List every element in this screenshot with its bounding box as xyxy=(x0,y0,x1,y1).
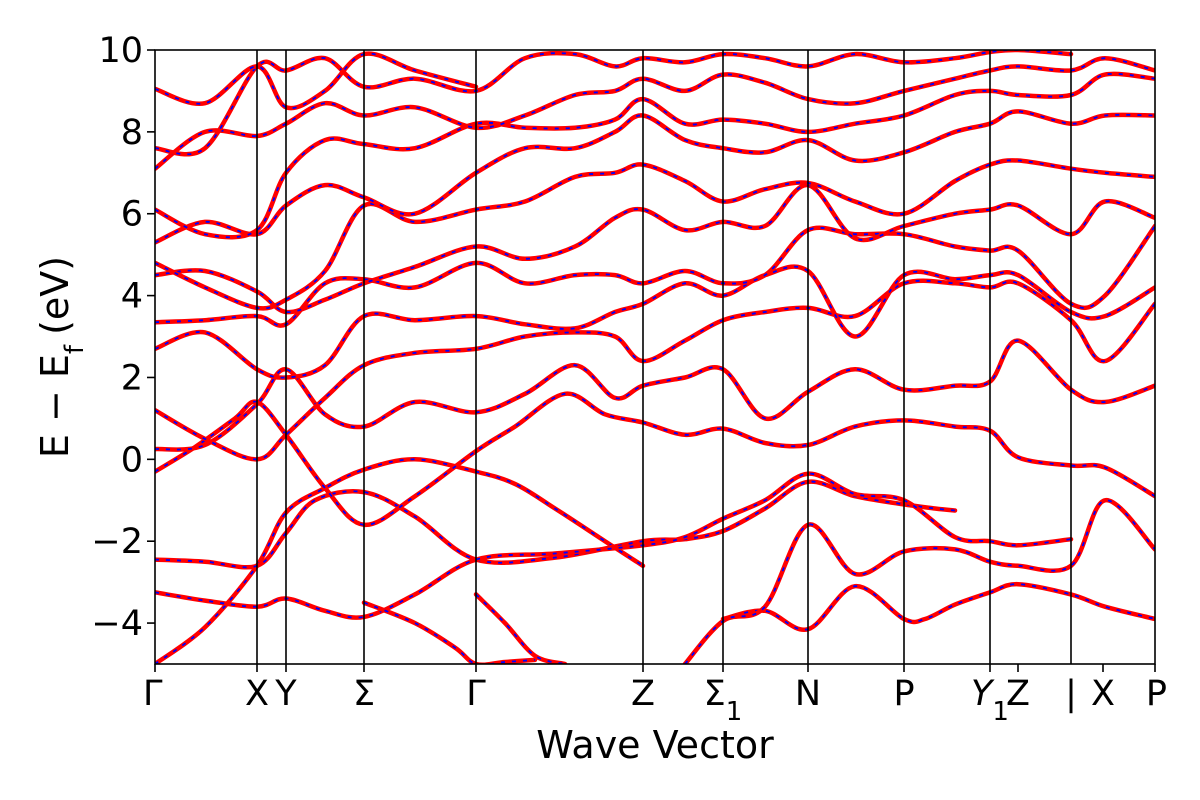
band-b6 xyxy=(720,581,1155,632)
y-tick-label: 4 xyxy=(121,277,143,317)
band-b4 xyxy=(361,600,538,664)
band-overlay-b17 xyxy=(155,57,1155,170)
band-line-b3 xyxy=(155,471,1074,620)
band-line-b18 xyxy=(155,50,1074,157)
band-overlay-b14 xyxy=(155,159,1155,310)
x-tick-label: Z xyxy=(631,674,655,714)
band-overlay-b7 xyxy=(684,499,1155,664)
x-axis-label: Wave Vector xyxy=(536,723,774,767)
band-b15 xyxy=(155,109,1155,245)
band-line-b1 xyxy=(155,457,646,664)
band-overlay-b11 xyxy=(155,265,1155,379)
band-overlay-b15 xyxy=(155,110,1155,244)
band-b19 xyxy=(155,51,479,111)
band-overlay-b6 xyxy=(722,583,1155,631)
band-overlay-b12 xyxy=(155,225,1155,327)
band-overlay-b1 xyxy=(155,458,644,664)
y-axis-ticks: −4 −2 0 2 4 6 8 10 xyxy=(91,31,155,644)
band-b17 xyxy=(155,55,1155,171)
plot-frame xyxy=(154,49,1156,665)
x-tick-label: N xyxy=(795,674,821,714)
band-line-b7 xyxy=(682,498,1155,664)
x-tick-label: | xyxy=(1065,674,1077,714)
y-axis-label-subscript: f xyxy=(60,344,90,354)
band-line-b13 xyxy=(155,182,1155,315)
x-tick-label: P xyxy=(1146,674,1167,714)
y-tick-label: 10 xyxy=(98,31,143,71)
band-overlay-b19 xyxy=(155,52,477,110)
y-axis-label: E − Ef (eV) xyxy=(33,256,90,458)
y-tick-label: 0 xyxy=(121,440,143,480)
y-tick-label: −2 xyxy=(91,522,143,562)
band-overlay-b16 xyxy=(155,73,1155,239)
x-tick-label: X xyxy=(245,674,269,714)
x-tick-label: Y1 xyxy=(971,674,1009,727)
band-b14 xyxy=(155,158,1155,311)
bands-layer xyxy=(155,50,1155,664)
band-b16 xyxy=(155,71,1155,240)
x-tick-label: Y xyxy=(274,674,297,714)
band-line-b10 xyxy=(155,278,1155,462)
x-tick-label: Z xyxy=(1006,674,1030,714)
y-tick-label: 8 xyxy=(121,113,143,153)
x-axis-ticks: Γ X Y Σ Γ Z Σ1 N P Y1Z | X P xyxy=(143,664,1167,727)
band-b11 xyxy=(155,264,1155,380)
y-axis-label-main: E − E xyxy=(33,354,77,458)
x-tick-label: P xyxy=(893,674,914,714)
x-tick-label: Γ xyxy=(143,674,163,714)
y-tick-label: 6 xyxy=(121,195,143,235)
band-b13 xyxy=(155,182,1155,315)
y-tick-label: 2 xyxy=(121,358,143,398)
y-axis-label-unit: (eV) xyxy=(33,256,77,335)
band-line-b5 xyxy=(473,592,568,664)
band-b3 xyxy=(155,471,1074,620)
band-line-b15 xyxy=(155,109,1155,245)
band-b18 xyxy=(155,50,1074,157)
band-line-b14 xyxy=(155,158,1155,311)
band-line-b12 xyxy=(155,223,1155,328)
x-tick-label: X xyxy=(1091,674,1115,714)
y-tick-label: −4 xyxy=(91,604,143,644)
x-tick-label: Γ xyxy=(466,674,486,714)
x-tick-label: Σ1 xyxy=(704,674,743,727)
band-b12 xyxy=(155,223,1155,328)
band-b5 xyxy=(473,592,568,664)
band-line-b4 xyxy=(361,600,538,664)
x-tick-label: Σ xyxy=(353,674,375,714)
band-b1 xyxy=(155,457,646,664)
band-b7 xyxy=(682,498,1155,664)
dividers-layer xyxy=(256,50,1072,664)
band-b10 xyxy=(155,278,1155,462)
